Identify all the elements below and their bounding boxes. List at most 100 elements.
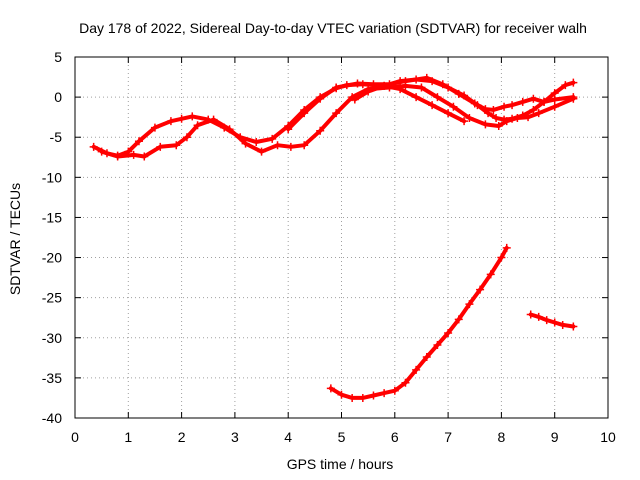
data-point: [486, 270, 495, 279]
data-point: [316, 126, 325, 135]
x-tick-label: 7: [444, 429, 452, 445]
series-line-track-e: [328, 245, 509, 400]
data-point: [500, 115, 509, 124]
data-point: [481, 120, 490, 129]
data-point: [534, 109, 543, 118]
data-point: [348, 393, 357, 402]
x-tick-label: 6: [391, 429, 399, 445]
plot-frame: [74, 56, 609, 419]
data-point: [473, 101, 482, 110]
data-point: [518, 111, 527, 120]
data-point: [542, 316, 551, 325]
data-point: [193, 121, 202, 130]
x-tick-label: 5: [338, 429, 346, 445]
data-point: [273, 141, 282, 150]
data-point: [225, 125, 234, 134]
data-point: [508, 101, 517, 110]
y-tick-label: -5: [50, 129, 63, 145]
data-point: [489, 105, 498, 114]
data-point: [449, 102, 458, 111]
data-point: [569, 93, 578, 102]
data-point: [332, 83, 341, 92]
data-point: [454, 315, 463, 324]
data-point: [353, 79, 362, 88]
data-point: [396, 77, 405, 86]
data-point: [241, 139, 250, 148]
y-tick-label: -15: [42, 209, 62, 225]
y-axis-label: SDTVAR / TECUs: [7, 183, 23, 295]
data-point: [422, 353, 431, 362]
data-point: [550, 318, 559, 327]
data-point: [558, 320, 567, 329]
data-point: [300, 109, 309, 118]
data-point: [492, 113, 501, 122]
data-point: [476, 285, 485, 294]
x-tick-label: 8: [498, 429, 506, 445]
data-point: [540, 97, 549, 106]
data-point: [252, 138, 261, 147]
data-point: [350, 95, 359, 104]
data-point: [369, 80, 378, 89]
data-point: [326, 384, 335, 393]
data-point: [337, 390, 346, 399]
data-point: [508, 114, 517, 123]
data-point: [257, 147, 266, 156]
data-point: [150, 123, 159, 132]
data-point: [465, 300, 474, 309]
data-point: [332, 109, 341, 118]
data-point: [380, 81, 389, 90]
data-point: [497, 253, 506, 262]
data-point: [134, 137, 143, 146]
data-point: [188, 112, 197, 121]
data-point: [209, 115, 218, 124]
y-tick-label: 5: [54, 49, 62, 65]
data-point: [444, 83, 453, 92]
y-tick-label: -25: [42, 290, 62, 306]
x-tick-label: 10: [600, 429, 616, 445]
data-point: [177, 114, 186, 123]
data-point: [494, 121, 503, 130]
data-point: [89, 142, 98, 151]
data-point: [156, 142, 165, 151]
grid-layer: [75, 57, 608, 418]
x-axis-label: GPS time / hours: [287, 456, 394, 472]
data-point: [417, 83, 426, 92]
data-point: [358, 393, 367, 402]
data-point: [433, 340, 442, 349]
data-point: [380, 389, 389, 398]
data-point: [550, 89, 559, 98]
data-point: [550, 102, 559, 111]
y-tick-label: -20: [42, 250, 62, 266]
data-point: [561, 81, 570, 90]
data-point: [428, 77, 437, 86]
x-tick-label: 2: [178, 429, 186, 445]
data-point: [534, 312, 543, 321]
data-point: [569, 322, 578, 331]
data-point: [502, 243, 511, 252]
data-point: [300, 141, 309, 150]
data-point: [444, 328, 453, 337]
axis-layer: 0 1 2 3 4 5 6 7 8 9 10 5 0 -5 -10 -15 -20 -25 -30 -35 -40: [42, 49, 616, 445]
x-tick-label: 9: [551, 429, 559, 445]
data-point: [412, 93, 421, 102]
data-point: [268, 134, 277, 143]
data-point: [529, 94, 538, 103]
data-point: [433, 93, 442, 102]
y-tick-label: 0: [54, 89, 62, 105]
data-point: [286, 142, 295, 151]
data-point: [284, 125, 293, 134]
data-point: [129, 150, 138, 159]
data-point: [428, 101, 437, 110]
y-tick-label: -10: [42, 169, 62, 185]
data-point: [569, 78, 578, 87]
data-point: [364, 87, 373, 96]
data-point: [140, 152, 149, 161]
data-point: [460, 91, 469, 100]
y-tick-label: -30: [42, 330, 62, 346]
data-point: [166, 117, 175, 126]
data-point: [465, 113, 474, 122]
data-point: [460, 117, 469, 126]
data-point: [172, 141, 181, 150]
data-point: [412, 365, 421, 374]
